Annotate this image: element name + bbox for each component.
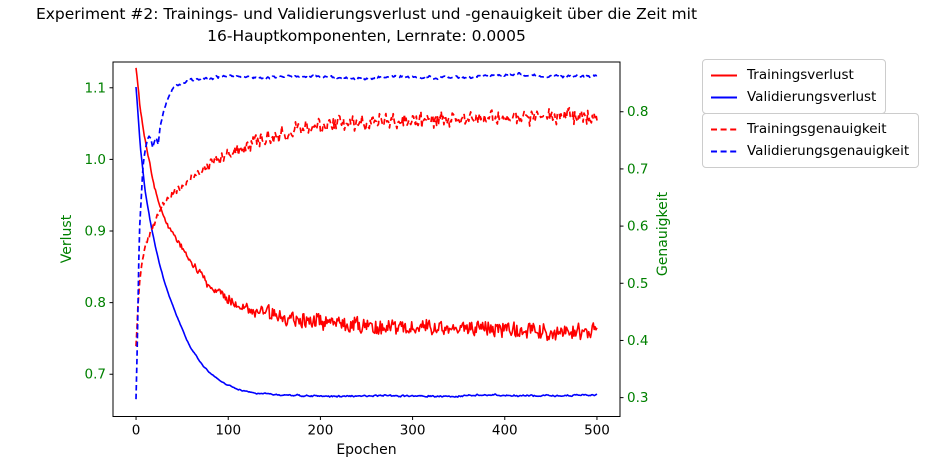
blue-solid-line-icon [711, 96, 737, 99]
right-y-tick-label: 0.5 [627, 276, 648, 292]
x-tick-label: 500 [584, 423, 610, 439]
x-axis-label: Epochen [336, 442, 397, 458]
right-y-axis-ticks: 0.3 0.4 0.5 0.6 0.7 0.8 [620, 104, 648, 406]
right-y-tick-label: 0.8 [627, 104, 648, 120]
x-tick-label: 0 [132, 423, 141, 439]
x-axis-ticks: 0 100 200 300 400 500 [132, 416, 610, 439]
right-y-tick-label: 0.4 [627, 333, 648, 349]
series-validierungsgenauigkeit [135, 71, 598, 400]
series-trainingsgenauigkeit [135, 106, 598, 347]
left-y-tick-label: 0.7 [85, 367, 106, 383]
legend-entry-validierungsgenauigkeit: Validierungsgenauigkeit [710, 141, 909, 163]
right-y-tick-label: 0.7 [627, 161, 648, 177]
right-y-axis-label: Genauigkeit [655, 191, 671, 277]
legend-accuracy: Trainingsgenauigkeit Validierungsgenauig… [702, 113, 920, 168]
blue-dashed-line-icon [711, 150, 737, 153]
legend-loss: Trainingsverlust Validierungsverlust [702, 59, 887, 114]
x-tick-label: 300 [400, 423, 426, 439]
legend-label-trainingsverlust: Trainingsverlust [747, 67, 854, 83]
legend-label-validierungsgenauigkeit: Validierungsgenauigkeit [747, 142, 910, 159]
red-dashed-line-icon [711, 128, 737, 131]
axes-frame [112, 61, 621, 417]
legend-entry-validierungsverlust: Validierungsverlust [710, 87, 876, 109]
left-y-axis-label: Verlust [59, 214, 75, 264]
x-tick-label: 400 [492, 423, 518, 439]
left-y-tick-label: 0.8 [85, 295, 106, 311]
left-y-tick-label: 1.0 [85, 152, 106, 168]
series-trainingsverlust [135, 67, 598, 342]
right-y-tick-label: 0.3 [627, 390, 648, 406]
series-validierungsverlust [135, 86, 598, 398]
red-solid-line-icon [711, 74, 737, 77]
left-y-tick-label: 0.9 [85, 224, 106, 240]
right-y-tick-label: 0.6 [627, 219, 648, 235]
left-y-axis-ticks: 0.7 0.8 0.9 1.0 1.1 [85, 80, 113, 383]
legend-label-validierungsverlust: Validierungsverlust [747, 88, 877, 105]
x-tick-label: 100 [215, 423, 241, 439]
legend-entry-trainingsgenauigkeit: Trainingsgenauigkeit [710, 119, 909, 141]
legend-label-trainingsgenauigkeit: Trainingsgenauigkeit [747, 121, 887, 137]
legend-entry-trainingsverlust: Trainingsverlust [710, 65, 876, 87]
left-y-tick-label: 1.1 [85, 80, 106, 96]
x-tick-label: 200 [308, 423, 334, 439]
curves-layer [135, 67, 598, 400]
chart-title: Experiment #2: Trainings- und Validierun… [35, 5, 698, 45]
